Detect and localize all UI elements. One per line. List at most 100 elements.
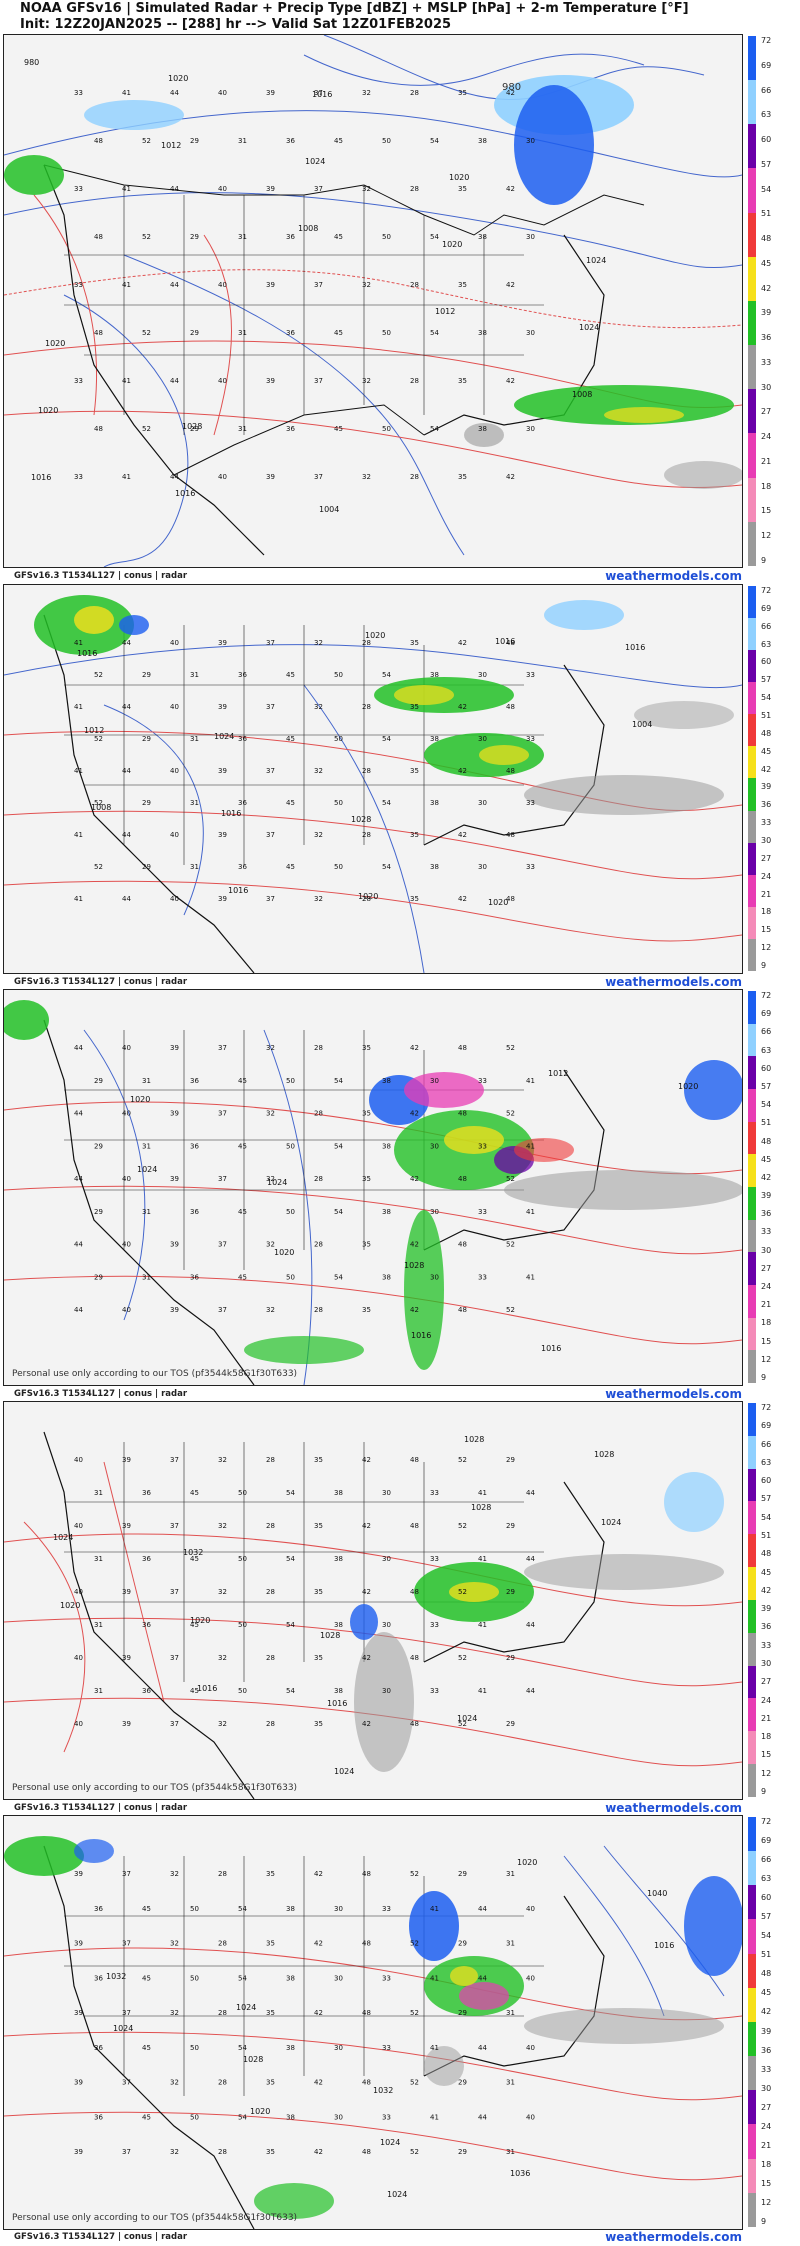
temperature-label: 42 bbox=[314, 2148, 323, 2156]
temperature-label: 37 bbox=[314, 473, 323, 481]
colorbar-segment bbox=[748, 1534, 756, 1568]
temperature-label: 48 bbox=[362, 2079, 371, 2087]
temperature-label: 48 bbox=[362, 1870, 371, 1878]
isobar-label: 1008 bbox=[298, 224, 318, 233]
temperature-label: 44 bbox=[478, 2044, 487, 2052]
isobar-label: 1024 bbox=[387, 2190, 407, 2199]
temperature-label: 52 bbox=[458, 1456, 467, 1464]
colorbar-tick-label: 24 bbox=[761, 1282, 772, 1292]
temperature-label: 36 bbox=[238, 671, 247, 679]
temperature-label: 52 bbox=[142, 233, 151, 241]
temperature-label: 37 bbox=[266, 831, 275, 839]
temperature-label: 36 bbox=[286, 329, 295, 337]
colorbar-segment bbox=[748, 2056, 756, 2091]
colorbar-segment bbox=[748, 1885, 756, 1920]
temperature-label: 52 bbox=[506, 1044, 515, 1052]
colorbar-segment bbox=[748, 586, 756, 619]
temperature-label: 48 bbox=[410, 1522, 419, 1530]
brand-link[interactable]: weathermodels.com bbox=[605, 569, 742, 583]
isobar-label: 1024 bbox=[53, 1533, 73, 1542]
temperature-label: 30 bbox=[430, 1273, 439, 1281]
temperature-label: 50 bbox=[286, 1142, 295, 1150]
colorbar-tick-label: 63 bbox=[761, 639, 772, 649]
colorbar-tick-label: 51 bbox=[761, 1950, 772, 1960]
brand-link[interactable]: weathermodels.com bbox=[605, 975, 742, 989]
colorbar-tick-label: 30 bbox=[761, 1659, 772, 1668]
temperature-label: 33 bbox=[74, 377, 83, 385]
temperature-label: 33 bbox=[478, 1142, 487, 1150]
temperature-label: 40 bbox=[218, 473, 227, 481]
svg-text:980: 980 bbox=[502, 82, 521, 93]
temperature-label: 41 bbox=[430, 1905, 439, 1913]
temperature-label: 45 bbox=[190, 1687, 199, 1695]
temperature-label: 39 bbox=[266, 281, 275, 289]
isobar-label: 1004 bbox=[319, 505, 339, 514]
isobar-label: 1016 bbox=[175, 489, 195, 498]
brand-link[interactable]: weathermodels.com bbox=[605, 1801, 742, 1815]
temperature-label: 45 bbox=[334, 137, 343, 145]
colorbar-tick-label: 36 bbox=[761, 2045, 772, 2055]
temperature-label: 42 bbox=[362, 1456, 371, 1464]
colorbar bbox=[748, 1403, 756, 1797]
temperature-label: 28 bbox=[362, 703, 371, 711]
temperature-label: 48 bbox=[458, 1110, 467, 1118]
colorbar-tick-label: 24 bbox=[761, 871, 772, 881]
temperature-label: 32 bbox=[266, 1306, 275, 1314]
temperature-label: 29 bbox=[190, 137, 199, 145]
brand-link[interactable]: weathermodels.com bbox=[605, 2230, 742, 2244]
temperature-label: 40 bbox=[74, 1654, 83, 1662]
colorbar-segment bbox=[748, 810, 756, 843]
temperature-label: 42 bbox=[410, 1306, 419, 1314]
isobar-label: 1008 bbox=[572, 390, 592, 399]
temperature-label: 41 bbox=[74, 703, 83, 711]
temperature-label: 32 bbox=[362, 281, 371, 289]
temperature-label: 39 bbox=[266, 377, 275, 385]
temperature-label: 37 bbox=[266, 639, 275, 647]
temperature-label: 32 bbox=[218, 1654, 227, 1662]
temperature-label: 38 bbox=[382, 1142, 391, 1150]
temperature-label: 42 bbox=[362, 1522, 371, 1530]
temperature-label: 35 bbox=[266, 2079, 275, 2087]
temperature-label: 44 bbox=[122, 767, 131, 775]
colorbar bbox=[748, 991, 756, 1383]
colorbar-tick-label: 57 bbox=[761, 675, 772, 685]
colorbar-tick-label: 27 bbox=[761, 1677, 772, 1687]
temperature-label: 30 bbox=[478, 735, 487, 743]
isobar-label: 1024 bbox=[586, 256, 606, 265]
temperature-label: 35 bbox=[410, 895, 419, 903]
temperature-label: 45 bbox=[334, 425, 343, 433]
colorbar-segment bbox=[748, 1698, 756, 1732]
temperature-label: 41 bbox=[430, 2044, 439, 2052]
temperature-label: 36 bbox=[94, 2044, 103, 2052]
temperature-label: 29 bbox=[94, 1077, 103, 1085]
temperature-label: 30 bbox=[382, 1687, 391, 1695]
temperature-label: 42 bbox=[458, 767, 467, 775]
colorbar-tick-label: 42 bbox=[761, 1172, 772, 1182]
colorbar-tick-label: 9 bbox=[761, 1373, 767, 1382]
colorbar bbox=[748, 1817, 756, 2227]
temperature-label: 42 bbox=[410, 1241, 419, 1249]
temperature-label: 54 bbox=[430, 233, 439, 241]
temperature-label: 29 bbox=[94, 1273, 103, 1281]
temperature-label: 42 bbox=[458, 895, 467, 903]
map-panel-4: 1032 1028 1024 1028 1024 1020 1016 1028 1024 1020… bbox=[0, 1401, 800, 1815]
brand-link[interactable]: weathermodels.com bbox=[605, 1387, 742, 1401]
colorbar-tick-label: 15 bbox=[761, 1336, 772, 1346]
temperature-label: 35 bbox=[410, 831, 419, 839]
temperature-label: 28 bbox=[218, 1870, 227, 1878]
temperature-label: 30 bbox=[478, 863, 487, 871]
temperature-label: 44 bbox=[526, 1687, 535, 1695]
temperature-label: 30 bbox=[382, 1489, 391, 1497]
map-panel-1: 980 980 1012 1008 1012 1008 1016 1020 1024 1020 1… bbox=[0, 34, 800, 584]
colorbar-tick-label: 69 bbox=[761, 1009, 772, 1019]
colorbar-tick-label: 27 bbox=[761, 2102, 772, 2112]
colorbar-segment bbox=[748, 433, 756, 478]
colorbar-tick-label: 72 bbox=[761, 1817, 772, 1826]
isobar-label: 1024 bbox=[267, 1178, 287, 1187]
figure-header: NOAA GFSv16 | Simulated Radar + Precip T… bbox=[0, 0, 800, 34]
colorbar-segment bbox=[748, 1764, 756, 1797]
temperature-label: 37 bbox=[218, 1044, 227, 1052]
temperature-label: 40 bbox=[122, 1306, 131, 1314]
temperature-label: 41 bbox=[122, 89, 131, 97]
colorbar-tick-label: 9 bbox=[761, 961, 767, 970]
